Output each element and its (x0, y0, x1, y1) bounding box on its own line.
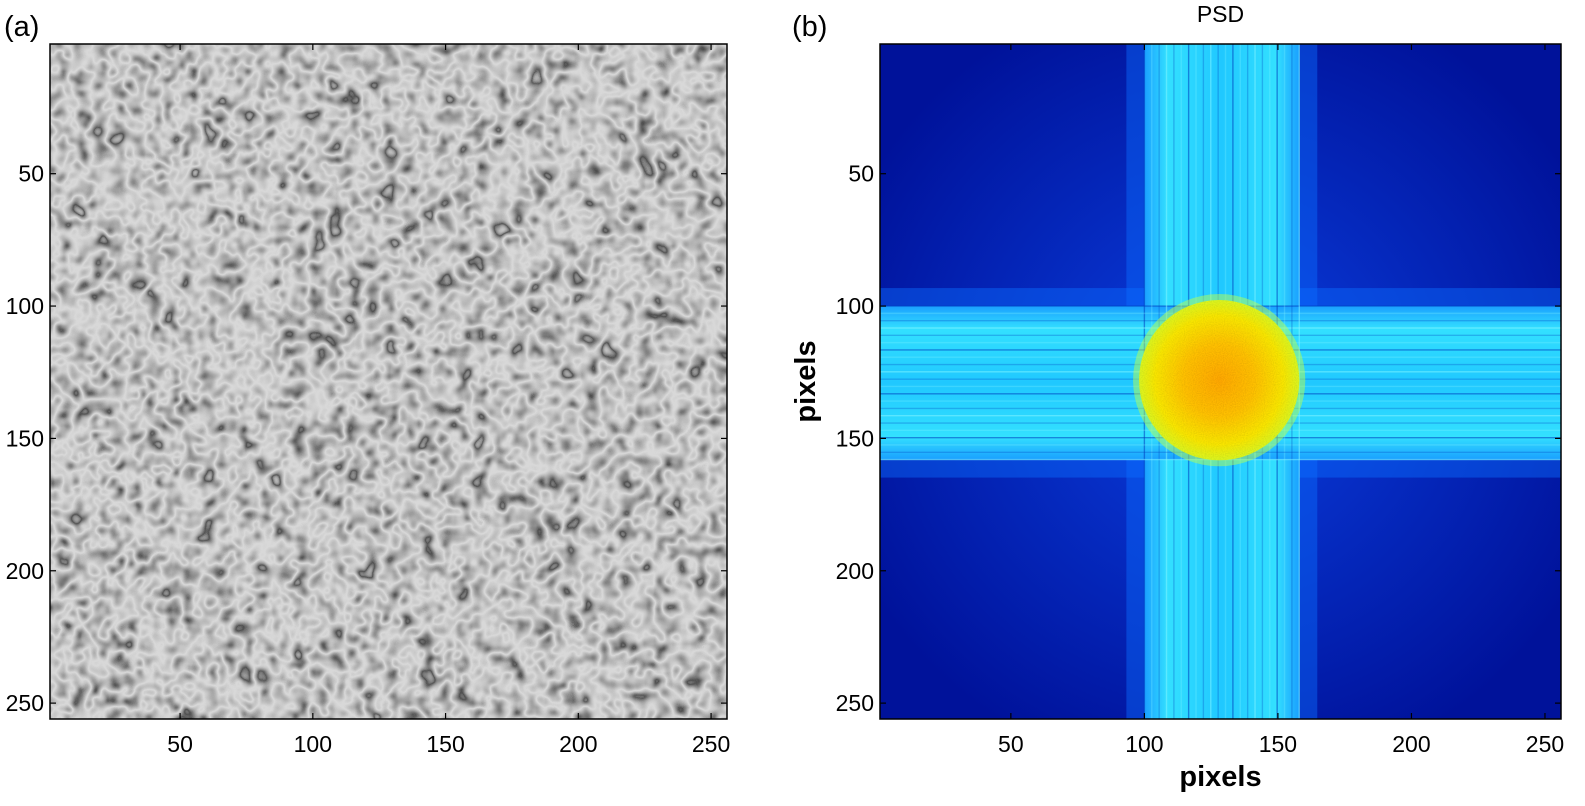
y-tick-label: 100 (836, 293, 874, 319)
panel-b-label: (b) (792, 11, 827, 43)
y-tick-label: 200 (6, 558, 44, 584)
y-tick-label: 50 (18, 161, 44, 187)
panel-a-label: (a) (4, 11, 39, 43)
plot-b-image (880, 44, 1561, 719)
psd-title: PSD (1197, 1, 1244, 27)
x-tick-label: 150 (426, 731, 464, 757)
x-tick-label: 100 (1125, 731, 1163, 757)
y-tick-label: 100 (6, 293, 44, 319)
x-tick-label: 50 (167, 731, 193, 757)
y-axis-label: pixels (790, 340, 822, 422)
y-tick-label: 150 (6, 425, 44, 451)
y-tick-label: 250 (6, 690, 44, 716)
x-tick-label: 100 (294, 731, 332, 757)
speckle-texture (50, 44, 727, 719)
y-tick-label: 200 (836, 558, 874, 584)
plot-a-frame (49, 43, 728, 720)
psd-disk-noise (1139, 300, 1300, 461)
x-tick-label: 200 (1392, 731, 1430, 757)
panel-a: (a) 50 100 150 200 250 50 100 150 200 250 (4, 11, 730, 757)
y-tick-label: 250 (836, 690, 874, 716)
panel-b: (b) PSD 50 100 150 200 250 50 100 150 200 250 pix… (790, 1, 1564, 793)
x-tick-label: 150 (1259, 731, 1297, 757)
x-tick-label: 250 (1526, 731, 1564, 757)
plot-b-frame (879, 43, 1562, 720)
plot-a-ticks: 50 100 150 200 250 50 100 150 200 250 (6, 44, 730, 757)
y-tick-label: 150 (836, 425, 874, 451)
plot-a-image (50, 44, 727, 719)
x-tick-label: 200 (559, 731, 597, 757)
x-tick-label: 50 (998, 731, 1024, 757)
x-axis-label: pixels (1179, 761, 1261, 793)
x-tick-label: 250 (692, 731, 730, 757)
plot-b-ticks: 50 100 150 200 250 50 100 150 200 250 (836, 44, 1564, 757)
y-tick-label: 50 (848, 161, 874, 187)
